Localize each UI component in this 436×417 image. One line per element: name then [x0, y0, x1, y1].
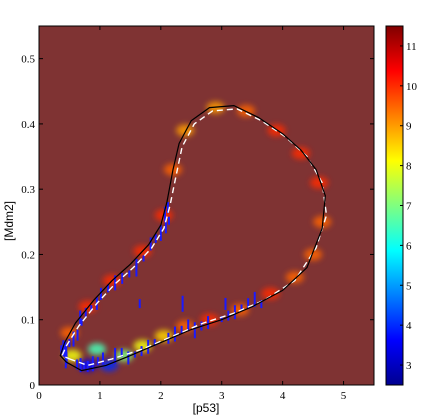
x-tick-label: 1 [97, 390, 103, 402]
y-tick-label: 0.2 [21, 249, 35, 261]
y-tick-label: 0 [30, 380, 36, 392]
density-blob [87, 343, 106, 356]
plot-frame [38, 25, 375, 386]
colorbar-tick-label: 10 [406, 81, 418, 93]
y-tick-label: 0.5 [21, 54, 35, 66]
y-tick-label: 0.1 [21, 315, 35, 327]
density-blob [304, 248, 323, 261]
x-axis-label: [p53] [193, 401, 220, 415]
density-blob [154, 330, 173, 343]
density-blob [310, 176, 329, 189]
x-tick-label: 3 [219, 390, 225, 402]
mean-path-line [61, 108, 328, 367]
colorbar-tick-label: 11 [406, 41, 417, 53]
x-tick-label: 4 [280, 390, 286, 402]
density-blob [261, 287, 280, 300]
plot-area [39, 26, 374, 385]
colorbar-tick-label: 4 [406, 320, 412, 332]
colorbar-ticks: 3 4 5 6 7 8 9 10 11 [400, 41, 418, 372]
colorbar-tick-label: 6 [406, 240, 412, 252]
density-blob [176, 124, 195, 137]
y-tick-label: 0.3 [21, 184, 35, 196]
x-axis-ticks: 0 1 2 3 4 5 [36, 26, 347, 402]
x-tick-label: 2 [158, 390, 164, 402]
y-tick-label: 0.4 [21, 119, 35, 131]
colorbar-tick-label: 9 [406, 121, 412, 133]
x-tick-label: 5 [341, 390, 347, 402]
y-axis-label: [Mdm2] [2, 201, 16, 241]
limit-cycle-line [59, 104, 326, 372]
colorbar-tick-label: 5 [406, 280, 412, 292]
colorbar-tick-label: 3 [406, 360, 412, 372]
density-blob [78, 300, 97, 313]
trajectory-curves [59, 104, 328, 372]
x-tick-label: 0 [36, 390, 42, 402]
y-axis-ticks: 0 0.1 0.2 0.3 0.4 0.5 [21, 54, 374, 392]
colorbar-tick-label: 7 [406, 201, 412, 213]
colorbar-tick-label: 8 [406, 161, 412, 173]
